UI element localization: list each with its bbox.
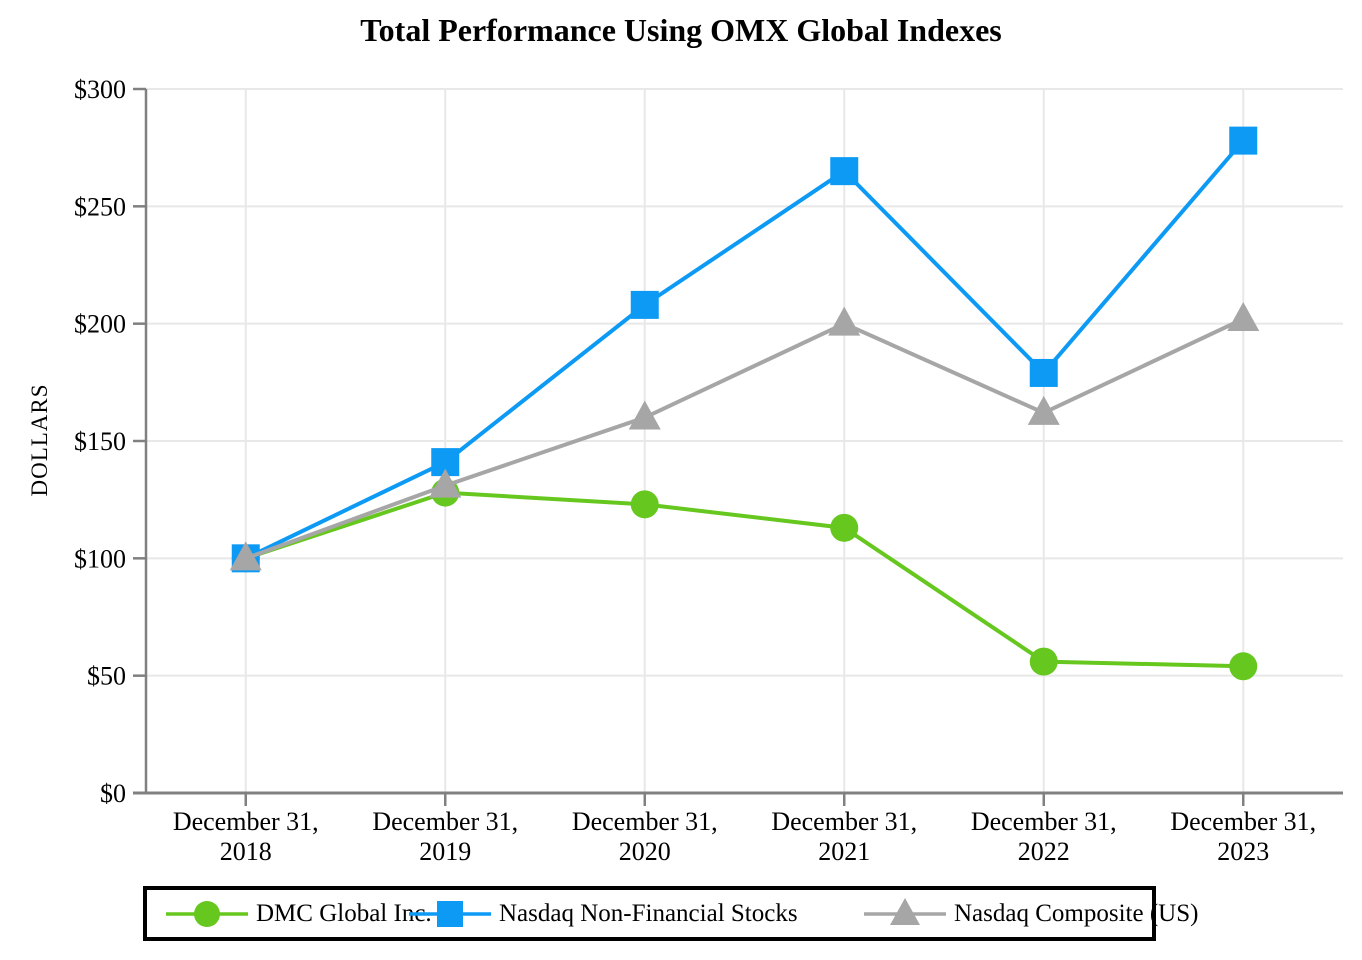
legend-label: Nasdaq Composite (US) <box>954 899 1199 927</box>
legend-marker <box>890 897 920 925</box>
chart-title: Total Performance Using OMX Global Index… <box>360 12 1002 48</box>
data-point-dmc-global-inc <box>1029 647 1058 676</box>
y-tick-label: $0 <box>100 779 126 808</box>
x-tick-label-line1: December 31, <box>1170 807 1316 836</box>
data-point-nasdaq-non-financial-stocks <box>830 157 859 186</box>
series-nasdaq-composite-us <box>229 301 1260 571</box>
y-tick-label: $50 <box>87 662 126 691</box>
series-line-nasdaq-non-financial-stocks <box>244 139 1245 561</box>
x-tick-label-line2: 2020 <box>619 837 671 866</box>
data-point-nasdaq-composite-us <box>1027 395 1060 425</box>
legend-marker <box>437 900 463 927</box>
legend-label: Nasdaq Non-Financial Stocks <box>499 899 798 927</box>
legend-swatch-svg <box>166 900 248 927</box>
legend-marker <box>194 900 220 927</box>
x-tick-label-line2: 2022 <box>1018 837 1070 866</box>
y-tick-label: $100 <box>74 544 126 573</box>
data-point-nasdaq-composite-us <box>1227 301 1260 331</box>
data-point-nasdaq-non-financial-stocks <box>1229 126 1258 155</box>
y-tick-label: $150 <box>74 427 126 456</box>
legend-item-nasdaq-nonfinancial: Nasdaq Non-Financial Stocks <box>409 898 798 930</box>
legend-item-nasdaq-composite: Nasdaq Composite (US) <box>864 897 1199 930</box>
legend: DMC Global Inc. Nasdaq Non-Financial Sto… <box>143 886 1198 941</box>
x-tick-label-line2: 2021 <box>818 837 870 866</box>
x-tick-label-line1: December 31, <box>971 807 1117 836</box>
data-point-nasdaq-composite-us <box>628 400 661 430</box>
data-point-dmc-global-inc <box>830 513 859 542</box>
data-point-nasdaq-composite-us <box>229 541 262 571</box>
legend-item-dmc-global: DMC Global Inc. <box>166 898 432 930</box>
x-tick-label-line2: 2019 <box>419 837 471 866</box>
nasdaq-composite-marker-icon <box>864 897 946 930</box>
legend-swatch-svg <box>409 900 491 927</box>
y-tick-label: $300 <box>74 75 126 104</box>
data-point-nasdaq-composite-us <box>828 306 861 336</box>
data-point-nasdaq-composite-us <box>429 468 462 498</box>
data-point-nasdaq-non-financial-stocks <box>630 290 659 319</box>
y-tick-label: $250 <box>74 192 126 221</box>
y-tick-label: $200 <box>74 310 126 339</box>
data-point-dmc-global-inc <box>1229 652 1258 681</box>
x-tick-label-line1: December 31, <box>771 807 917 836</box>
x-tick-label-line1: December 31, <box>572 807 718 836</box>
series-line-nasdaq-composite-us <box>245 317 1245 561</box>
x-tick-label-line1: December 31, <box>173 807 319 836</box>
nasdaq-nonfinancial-marker-icon <box>409 898 491 930</box>
legend-label: DMC Global Inc. <box>256 899 432 927</box>
legend-swatch-svg <box>864 897 946 925</box>
data-point-dmc-global-inc <box>630 490 659 519</box>
x-tick-label-line1: December 31, <box>372 807 518 836</box>
data-point-nasdaq-non-financial-stocks <box>1029 358 1058 387</box>
x-tick-label-line2: 2023 <box>1217 837 1269 866</box>
x-tick-label-line2: 2018 <box>220 837 272 866</box>
dmc-global-marker-icon <box>166 898 248 930</box>
series-line-dmc-global-inc <box>245 490 1244 669</box>
